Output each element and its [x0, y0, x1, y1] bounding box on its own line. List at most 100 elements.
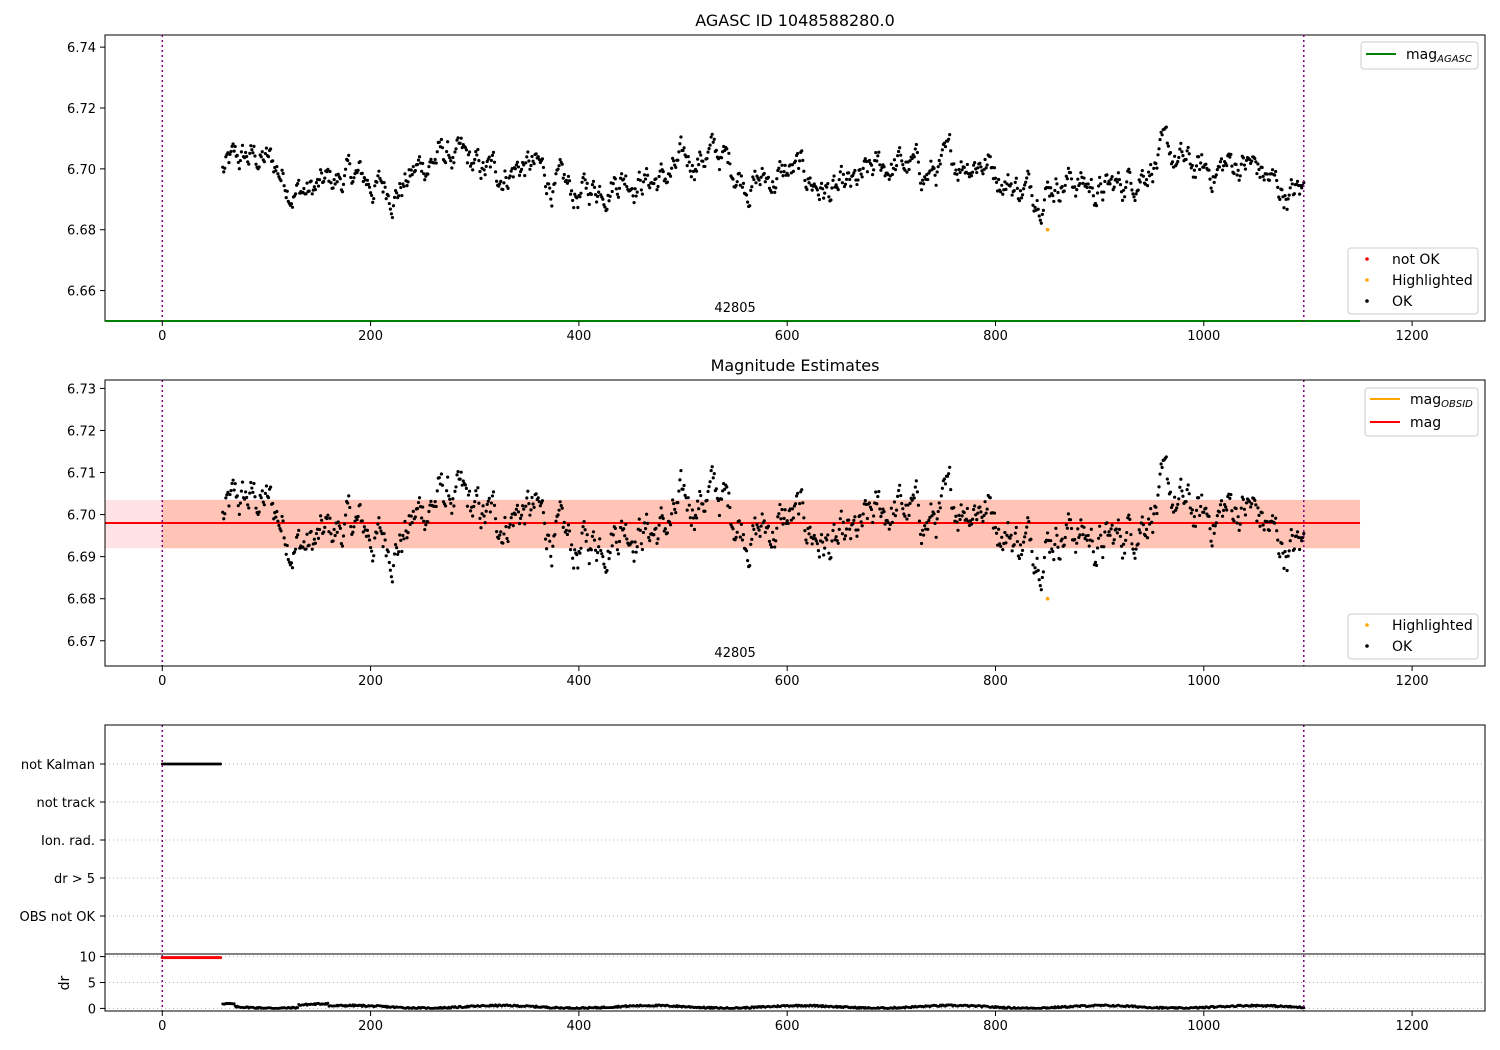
highlighted-point — [1045, 227, 1050, 232]
ok-point — [231, 478, 235, 482]
ok-point — [737, 519, 741, 523]
ok-point — [830, 186, 834, 190]
ok-point — [1074, 550, 1078, 554]
ok-point — [530, 495, 534, 500]
ok-point — [566, 523, 571, 527]
ok-point — [247, 506, 251, 510]
panel2-obsid-label: 42805 — [714, 646, 755, 661]
ok-point — [1069, 177, 1074, 181]
ok-point — [553, 181, 557, 185]
ok-point — [1010, 193, 1014, 197]
ok-point — [1164, 455, 1168, 459]
ok-point — [1253, 156, 1257, 161]
ok-point — [646, 521, 650, 525]
ok-point — [335, 180, 339, 184]
ok-point — [340, 190, 345, 194]
ok-point — [227, 504, 231, 508]
ok-point — [594, 558, 599, 563]
ok-point — [863, 498, 867, 503]
ok-point — [925, 520, 929, 525]
ok-point — [599, 548, 603, 553]
ok-point — [676, 158, 680, 162]
ok-point — [406, 180, 410, 184]
ok-point — [1073, 185, 1077, 189]
legend-mag-label: mag — [1410, 415, 1441, 431]
ok-point — [1049, 186, 1053, 190]
ok-point — [1081, 181, 1085, 185]
ok-point — [753, 169, 757, 173]
ok-point — [817, 555, 822, 559]
ok-point — [467, 489, 472, 493]
y-tick-label: 6.68 — [67, 593, 96, 608]
ok-point — [1085, 538, 1089, 542]
ok-point — [1290, 182, 1294, 186]
ok-point — [769, 545, 774, 549]
ok-point — [515, 503, 520, 508]
ok-point — [459, 136, 463, 140]
ok-point — [468, 509, 473, 513]
ok-point — [656, 184, 660, 189]
ok-point — [900, 501, 904, 506]
ok-point — [839, 164, 843, 169]
ok-point — [616, 195, 621, 199]
ok-point — [1000, 535, 1004, 539]
ok-point — [1082, 525, 1086, 529]
ok-point — [982, 513, 986, 518]
ok-point — [657, 523, 661, 527]
ok-point — [1020, 193, 1025, 197]
ok-point — [509, 516, 513, 520]
ok-point — [1099, 533, 1103, 537]
ok-point — [630, 540, 634, 544]
ok-point — [922, 182, 926, 186]
dr-ok-point — [296, 1006, 300, 1010]
ok-point — [642, 173, 647, 177]
ok-point — [847, 171, 851, 175]
ok-point — [387, 560, 391, 565]
ok-point — [227, 161, 231, 165]
ok-point — [1010, 549, 1014, 553]
ok-point — [647, 535, 651, 540]
ok-point — [807, 181, 811, 185]
ok-point — [865, 170, 869, 174]
ok-point — [573, 192, 577, 196]
ok-point — [940, 486, 944, 490]
legend-notok-marker — [1365, 257, 1369, 261]
ok-point — [881, 507, 885, 511]
ok-point — [728, 162, 732, 166]
ok-point — [956, 528, 960, 532]
ok-point — [1132, 551, 1136, 555]
ok-point — [465, 161, 470, 165]
ok-point — [791, 169, 796, 173]
ok-point — [1254, 503, 1258, 507]
x-tick-label: 600 — [775, 1019, 800, 1034]
ok-point — [399, 538, 403, 543]
ok-point — [239, 489, 244, 493]
ok-point — [797, 512, 801, 516]
ok-point — [922, 533, 926, 537]
ok-point — [450, 511, 454, 515]
ok-point — [1250, 502, 1254, 506]
ok-point — [1173, 154, 1177, 158]
ok-point — [735, 530, 739, 534]
ok-point — [608, 194, 612, 198]
ok-point — [263, 491, 267, 495]
ok-point — [461, 479, 465, 483]
ok-point — [733, 538, 737, 542]
ok-point — [1109, 527, 1113, 531]
ok-point — [614, 540, 618, 544]
ok-point — [440, 146, 445, 150]
ok-point — [454, 147, 458, 151]
ok-point — [831, 528, 835, 533]
ok-point — [409, 168, 413, 172]
ok-point — [1154, 505, 1158, 509]
ok-point — [520, 167, 524, 171]
ok-point — [1130, 188, 1134, 192]
ok-point — [663, 527, 667, 531]
ok-point — [229, 149, 233, 154]
ok-point — [445, 149, 449, 154]
ok-point — [389, 575, 394, 579]
ok-point — [1005, 533, 1009, 537]
ok-point — [564, 528, 568, 533]
ok-point — [613, 526, 617, 530]
ok-point — [1154, 162, 1158, 166]
